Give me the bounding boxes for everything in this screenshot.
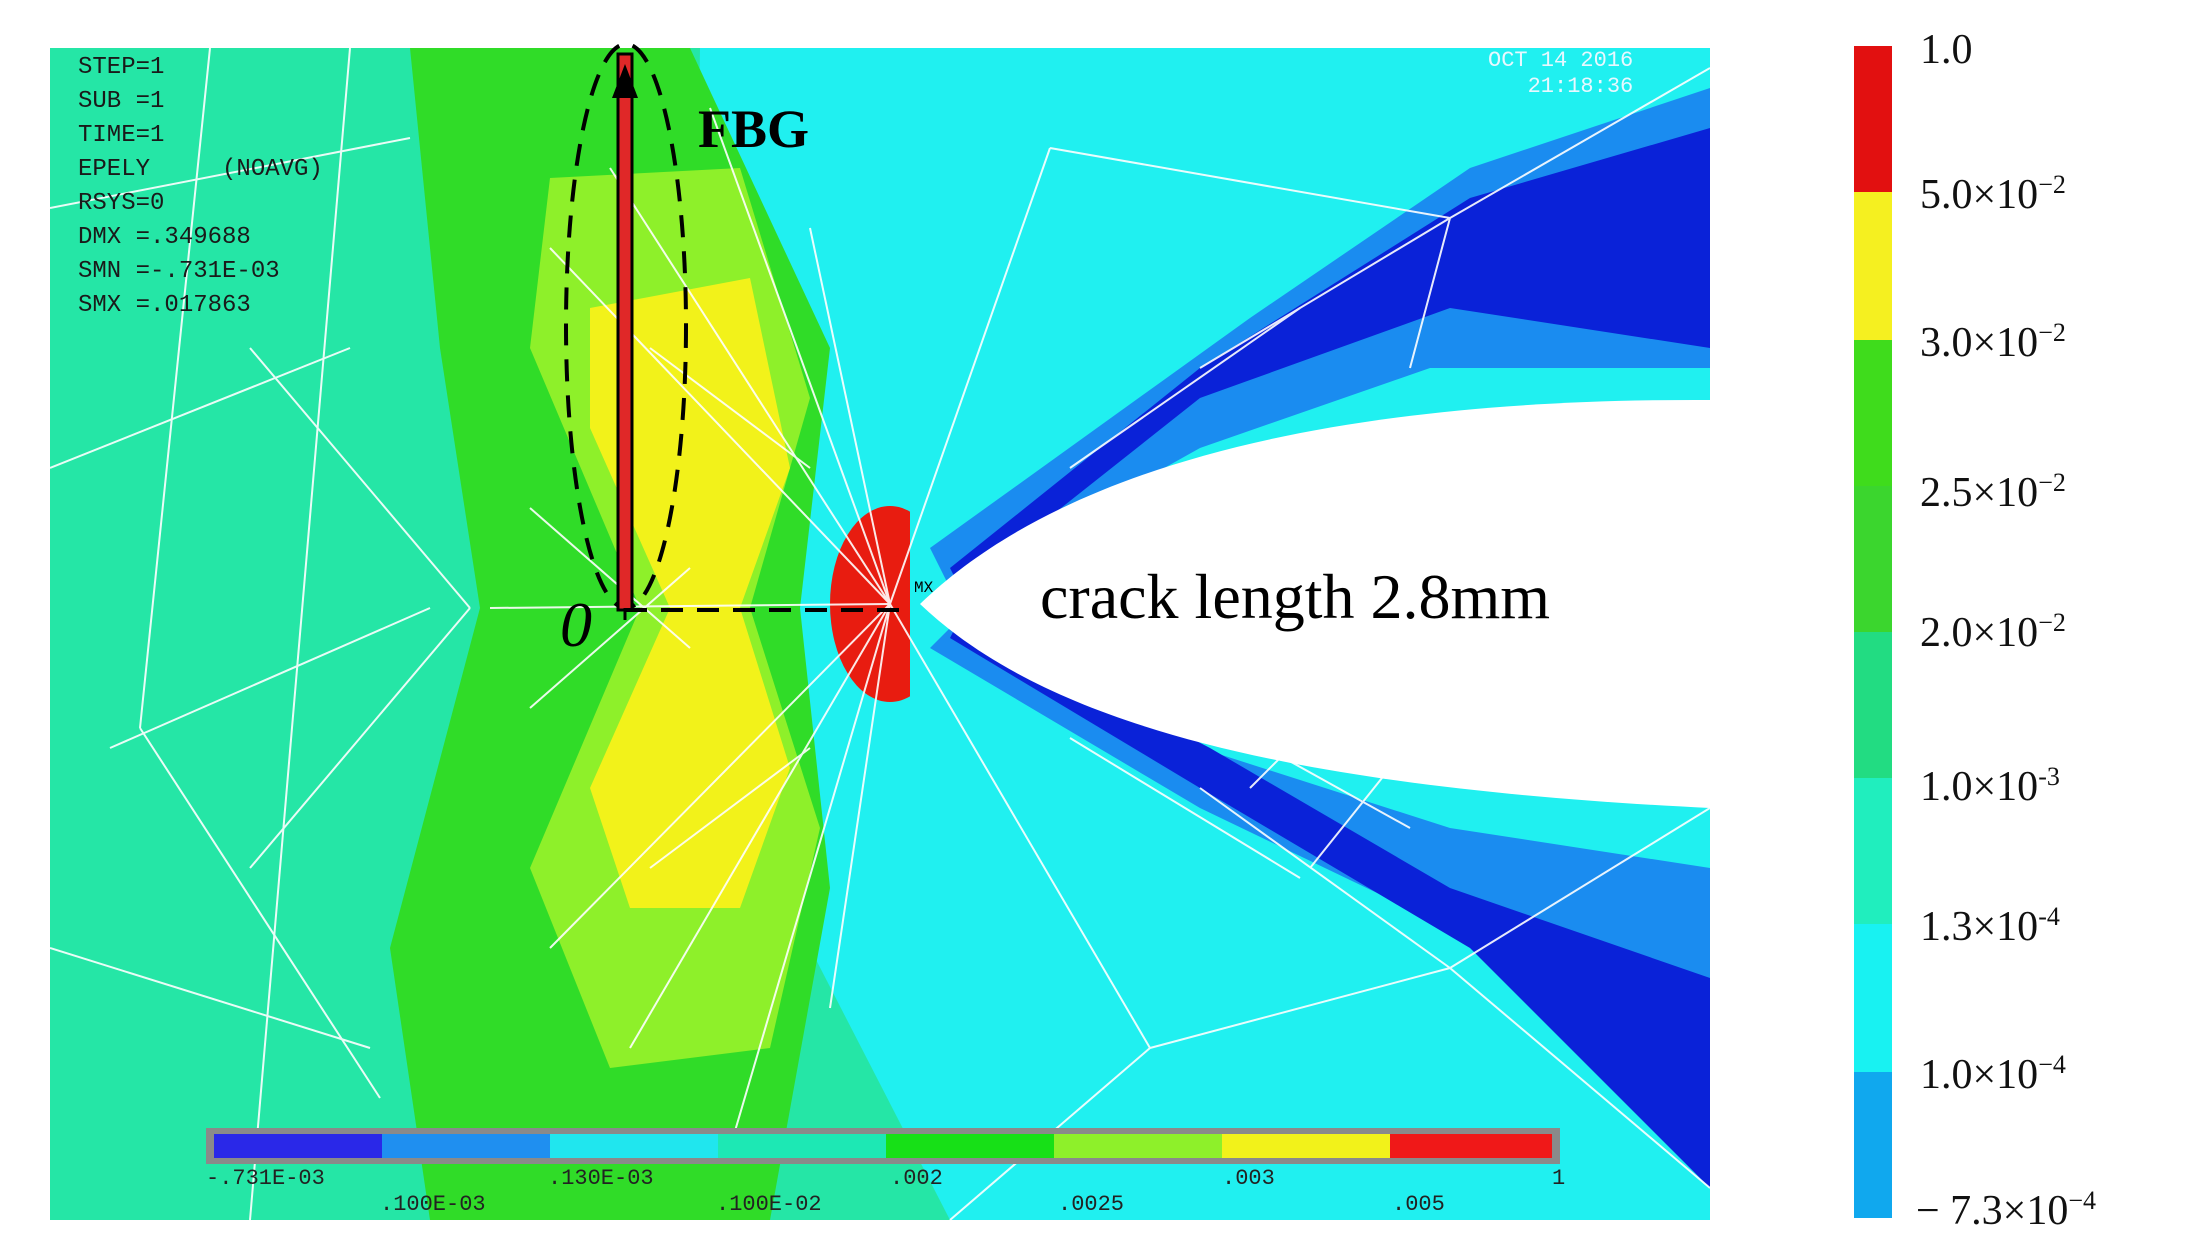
cb-segment-6 bbox=[1054, 1134, 1222, 1158]
cb-segment-4 bbox=[718, 1134, 886, 1158]
cb-label-top-3: .002 bbox=[890, 1166, 943, 1191]
cb-label-bottom-3: .0025 bbox=[1058, 1192, 1125, 1217]
legend-swatch-8 bbox=[1854, 1072, 1892, 1218]
cb-segment-7 bbox=[1222, 1134, 1390, 1158]
cb-label-bottom-4: .005 bbox=[1392, 1192, 1445, 1217]
legend-label-3-mantissa: 3.0×10 bbox=[1920, 320, 2039, 366]
legend-label-2: 5.0×10−2 bbox=[1920, 170, 2066, 219]
legend-label-4-exponent: −2 bbox=[2038, 468, 2066, 497]
legend-label-8: 1.0×10−4 bbox=[1920, 1050, 2066, 1099]
legend-swatch-6 bbox=[1854, 778, 1892, 924]
legend-label-2-exponent: −2 bbox=[2038, 170, 2066, 199]
legend-label-8-exponent: −4 bbox=[2038, 1050, 2066, 1079]
legend-label-8-mantissa: 1.0×10 bbox=[1920, 1052, 2039, 1098]
cb-segment-2 bbox=[382, 1134, 550, 1158]
mx-node-label: MX bbox=[914, 579, 934, 597]
info-dmx: DMX =.349688 bbox=[78, 224, 251, 251]
cb-segment-1 bbox=[214, 1134, 382, 1158]
legend-label-2-mantissa: 5.0×10 bbox=[1920, 172, 2039, 218]
cb-label-min: -.731E-03 bbox=[206, 1166, 325, 1191]
legend-label-7-exponent: -4 bbox=[2038, 902, 2060, 931]
upper-darkblue-band bbox=[950, 128, 1710, 588]
legend-label-7: 1.3×10-4 bbox=[1920, 902, 2060, 951]
contour-plot-svg bbox=[50, 48, 1710, 1220]
timestamp-date: OCT 14 2016 bbox=[1488, 48, 1634, 73]
legend-swatch-4 bbox=[1854, 486, 1892, 632]
legend-label-3: 3.0×10−2 bbox=[1920, 318, 2066, 367]
legend-swatch-2 bbox=[1854, 192, 1892, 340]
cb-segment-3 bbox=[550, 1134, 718, 1158]
legend-swatch-3 bbox=[1854, 340, 1892, 486]
info-smn: SMN =-.731E-03 bbox=[78, 258, 280, 285]
fbg-fiber bbox=[616, 52, 634, 612]
legend-label-9: − 7.3×10−4 bbox=[1916, 1186, 2096, 1235]
info-step: STEP=1 bbox=[78, 54, 165, 81]
cb-label-min-value: .731E-03 bbox=[219, 1166, 325, 1191]
cb-label-top-2: .130E-03 bbox=[548, 1166, 654, 1191]
legend-label-3-exponent: −2 bbox=[2038, 318, 2066, 347]
cb-label-top-5: 1 bbox=[1552, 1166, 1566, 1191]
info-result-type: EPELY (NOAVG) bbox=[78, 156, 323, 183]
legend-label-5: 2.0×10−2 bbox=[1920, 608, 2066, 657]
cb-segment-5 bbox=[886, 1134, 1054, 1158]
legend-swatch-5 bbox=[1854, 632, 1892, 778]
fbg-arrow-head bbox=[612, 64, 638, 98]
legend-label-9-exponent: −4 bbox=[2068, 1186, 2097, 1215]
timestamp-time: 21:18:36 bbox=[1527, 74, 1634, 99]
crack-length-label: crack length 2.8mm bbox=[1040, 561, 1551, 632]
legend-label-5-mantissa: 2.0×10 bbox=[1920, 610, 2039, 656]
legend-label-9-mantissa: − 7.3×10 bbox=[1916, 1188, 2069, 1234]
cb-label-min-sign: - bbox=[206, 1166, 220, 1191]
legend-label-6-mantissa: 1.0×10 bbox=[1920, 764, 2039, 810]
contour-plot bbox=[50, 48, 1710, 1220]
origin-label: 0 bbox=[560, 589, 592, 660]
crack-opening bbox=[920, 399, 1710, 808]
cb-segment-8 bbox=[1390, 1134, 1552, 1158]
legend-label-1: 1.0 bbox=[1920, 26, 1973, 74]
info-rsys: RSYS=0 bbox=[78, 190, 165, 217]
timestamp: OCT 14 2016 21:18:36 bbox=[1488, 48, 1633, 100]
legend-label-4: 2.5×10−2 bbox=[1920, 468, 2066, 517]
legend-label-6-exponent: -3 bbox=[2038, 762, 2060, 791]
legend-label-4-mantissa: 2.5×10 bbox=[1920, 470, 2039, 516]
info-time: TIME=1 bbox=[78, 122, 165, 149]
legend-label-7-mantissa: 1.3×10 bbox=[1920, 904, 2039, 950]
legend-label-1-mantissa: 1.0 bbox=[1920, 27, 1973, 73]
legend-label-6: 1.0×10-3 bbox=[1920, 762, 2060, 811]
info-sub: SUB =1 bbox=[78, 88, 165, 115]
fbg-label: FBG bbox=[698, 99, 810, 159]
legend-swatch-1 bbox=[1854, 46, 1892, 192]
info-smx: SMX =.017863 bbox=[78, 292, 251, 319]
mesh-lines bbox=[50, 48, 1710, 1220]
legend-label-5-exponent: −2 bbox=[2038, 608, 2066, 637]
cb-label-bottom-1: .100E-03 bbox=[380, 1192, 486, 1217]
cb-label-bottom-2: .100E-02 bbox=[716, 1192, 822, 1217]
legend-swatch-7 bbox=[1854, 924, 1892, 1072]
yellow-lobe-region bbox=[590, 278, 790, 908]
cb-label-top-4: .003 bbox=[1222, 1166, 1275, 1191]
